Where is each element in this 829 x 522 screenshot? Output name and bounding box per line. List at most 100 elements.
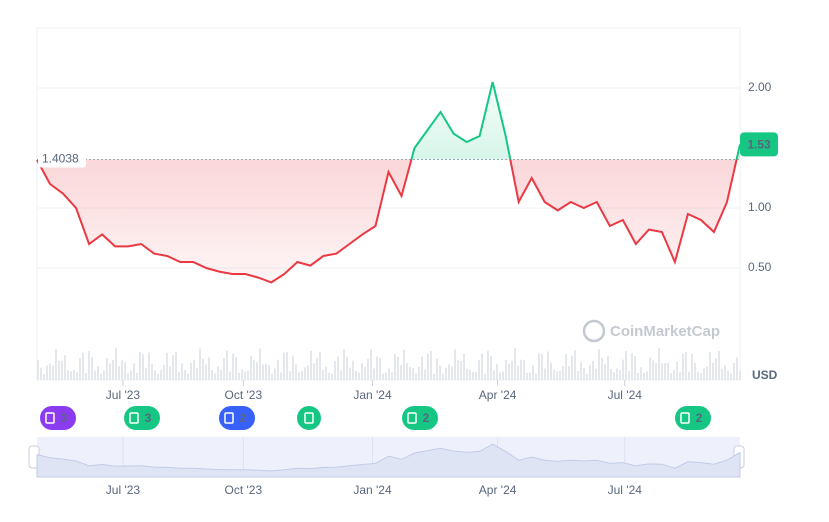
- volume-bar: [292, 355, 294, 380]
- volume-bar: [685, 351, 687, 380]
- x-tick-label: Jan '24: [353, 388, 392, 402]
- volume-bar: [493, 370, 495, 380]
- volume-bar: [589, 364, 591, 380]
- volume-bar: [490, 355, 492, 380]
- volume-bar: [148, 352, 150, 380]
- volume-bar: [496, 363, 498, 380]
- event-icon: [407, 412, 417, 424]
- volume-bar: [709, 351, 711, 380]
- event-badge[interactable]: [219, 406, 255, 430]
- volume-bar: [646, 371, 648, 380]
- volume-bar: [109, 363, 111, 380]
- volume-bar: [73, 369, 75, 380]
- volume-bar: [274, 368, 276, 380]
- event-count: 3: [61, 411, 68, 425]
- volume-bar: [667, 362, 669, 380]
- volume-bar: [571, 355, 573, 380]
- volume-bar: [106, 357, 108, 380]
- volume-bar: [445, 367, 447, 380]
- volume-bar: [280, 372, 282, 380]
- volume-bar: [382, 373, 384, 380]
- volume-bar: [235, 357, 237, 380]
- volume-bar: [49, 363, 51, 380]
- x-tick-label: Jul '24: [608, 388, 643, 402]
- volume-bar: [604, 364, 606, 380]
- volume-bar: [277, 359, 279, 380]
- area-down: [37, 159, 737, 283]
- volume-bar: [388, 368, 390, 380]
- nav-tick-label: Jan '24: [353, 483, 392, 497]
- volume-bar: [487, 350, 489, 380]
- volume-bar: [307, 365, 309, 380]
- volume-bar: [622, 359, 624, 380]
- volume-bar: [505, 359, 507, 380]
- event-badge[interactable]: [675, 406, 711, 430]
- volume-bar: [526, 372, 528, 380]
- volume-bar: [196, 367, 198, 380]
- volume-bar: [520, 359, 522, 380]
- volume-bar: [250, 355, 252, 380]
- event-count: 2: [423, 411, 430, 425]
- volume-bar: [409, 366, 411, 380]
- current-price: 1.53: [747, 138, 771, 152]
- volume-bar: [319, 352, 321, 380]
- volume-bar: [97, 365, 99, 380]
- volume-bar: [139, 352, 141, 380]
- volume-bar: [349, 367, 351, 380]
- volume-bar: [553, 369, 555, 380]
- volume-bar: [739, 371, 741, 380]
- volume-bar: [670, 373, 672, 380]
- x-tick-label: Jul '23: [106, 388, 141, 402]
- volume-bar: [340, 370, 342, 380]
- volume-bar: [418, 366, 420, 380]
- volume-bar: [151, 363, 153, 380]
- volume-bar: [310, 350, 312, 380]
- volume-bar: [376, 356, 378, 380]
- volume-bar: [391, 371, 393, 380]
- volume-bar: [346, 356, 348, 380]
- volume-bar: [451, 366, 453, 380]
- volume-bar: [628, 370, 630, 380]
- volume-bar: [112, 359, 114, 380]
- event-badge[interactable]: [297, 406, 321, 430]
- volume-bar: [181, 363, 183, 380]
- currency-label: USD: [752, 368, 778, 382]
- volume-bar: [454, 349, 456, 380]
- volume-bar: [706, 366, 708, 380]
- nav-tick-label: Jul '24: [608, 483, 643, 497]
- event-badge[interactable]: [402, 406, 438, 430]
- volume-bar: [247, 370, 249, 380]
- volume-bar: [193, 359, 195, 380]
- volume-bar: [133, 363, 135, 380]
- volume-bar: [199, 348, 201, 380]
- volume-bar: [724, 365, 726, 380]
- volume-bar: [190, 362, 192, 380]
- event-badge[interactable]: [124, 406, 160, 430]
- volume-bar: [304, 367, 306, 380]
- volume-bar: [718, 350, 720, 380]
- volume-bar: [286, 352, 288, 380]
- volume-bar: [331, 373, 333, 380]
- volume-bar: [655, 362, 657, 380]
- volume-bar: [373, 368, 375, 380]
- x-tick-label: Oct '23: [225, 388, 263, 402]
- volume-bar: [457, 360, 459, 380]
- volume-bar: [154, 370, 156, 380]
- volume-bar: [736, 357, 738, 380]
- volume-bar: [577, 371, 579, 380]
- volume-bar: [421, 356, 423, 380]
- volume-bar: [289, 371, 291, 380]
- event-badge[interactable]: [40, 406, 76, 430]
- volume-bar: [631, 353, 633, 380]
- volume-bar: [103, 370, 105, 380]
- volume-bar: [76, 372, 78, 380]
- volume-bar: [127, 373, 129, 380]
- event-count: 2: [240, 411, 247, 425]
- volume-bar: [592, 360, 594, 380]
- volume-bar: [532, 365, 534, 380]
- volume-bar: [550, 362, 552, 380]
- volume-bar: [157, 373, 159, 380]
- volume-bar: [301, 370, 303, 380]
- volume: [37, 348, 741, 380]
- volume-bar: [64, 355, 66, 380]
